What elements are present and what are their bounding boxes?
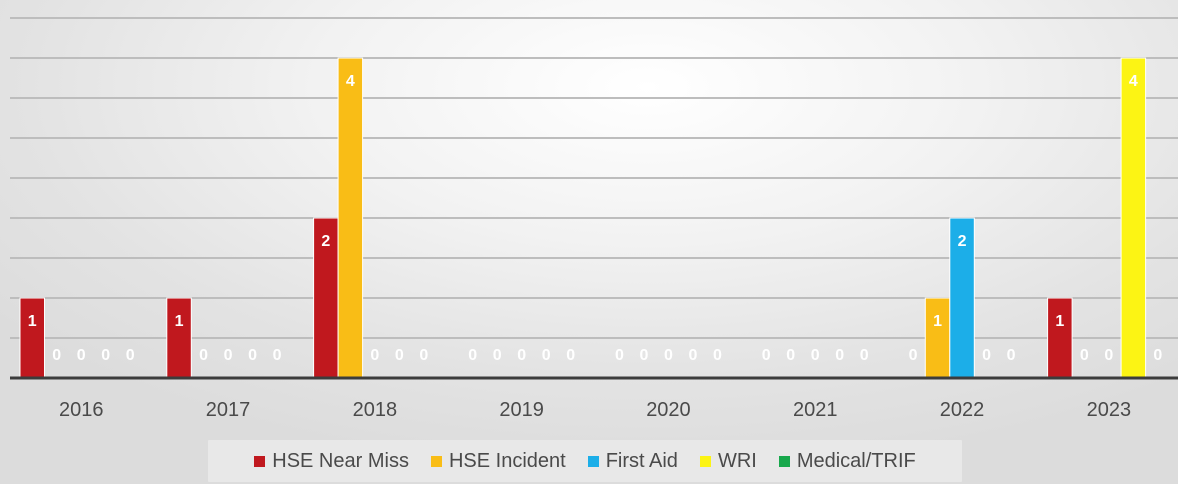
data-label: 4 <box>1129 73 1138 90</box>
data-label: 0 <box>517 347 526 364</box>
data-label: 0 <box>77 347 86 364</box>
legend-label: Medical/TRIF <box>796 449 916 472</box>
bar <box>949 217 975 379</box>
data-label: 0 <box>224 347 233 364</box>
data-label: 0 <box>909 347 918 364</box>
data-label: 0 <box>762 347 771 364</box>
x-tick-label: 2022 <box>940 399 985 421</box>
x-tick-label: 2017 <box>206 399 251 421</box>
data-label: 0 <box>395 347 404 364</box>
data-label: 0 <box>248 347 257 364</box>
data-label: 0 <box>639 347 648 364</box>
legend-label: HSE Incident <box>448 449 566 472</box>
data-label: 0 <box>1080 347 1089 364</box>
data-label: 0 <box>199 347 208 364</box>
data-label: 0 <box>468 347 477 364</box>
x-tick-label: 2021 <box>793 399 838 421</box>
data-label: 0 <box>615 347 624 364</box>
legend-item: HSE Incident <box>430 449 566 473</box>
legend-swatch <box>699 455 711 467</box>
legend-label: WRI <box>717 449 757 472</box>
bar <box>924 297 951 379</box>
bar <box>166 297 192 379</box>
legend-swatch <box>778 455 790 467</box>
data-label: 0 <box>1104 347 1113 364</box>
legend-swatch <box>254 455 266 467</box>
data-label: 1 <box>1055 313 1064 330</box>
data-label: 0 <box>542 347 551 364</box>
data-label: 0 <box>370 347 379 364</box>
data-label: 0 <box>419 347 428 364</box>
bar <box>1120 57 1147 379</box>
data-label: 0 <box>835 347 844 364</box>
legend-swatch <box>587 455 599 467</box>
data-label: 0 <box>126 347 135 364</box>
data-label: 0 <box>566 347 575 364</box>
data-label: 0 <box>664 347 673 364</box>
legend-swatch <box>430 455 442 467</box>
x-tick-label: 2016 <box>59 399 104 421</box>
bar <box>337 57 364 379</box>
gridlines <box>10 17 1178 339</box>
legend-item: Medical/TRIF <box>778 449 916 473</box>
data-label: 0 <box>811 347 820 364</box>
data-label: 0 <box>493 347 502 364</box>
legend-item: First Aid <box>587 449 678 473</box>
data-label: 0 <box>101 347 110 364</box>
data-label: 1 <box>175 313 184 330</box>
x-tick-label: 2023 <box>1087 399 1132 421</box>
data-label: 1 <box>28 313 37 330</box>
data-label: 0 <box>713 347 722 364</box>
legend-label: HSE Near Miss <box>272 449 409 472</box>
legend-item: WRI <box>699 449 757 473</box>
legend-label: First Aid <box>605 449 678 472</box>
x-tick-label: 2019 <box>499 399 544 421</box>
data-label: 0 <box>786 347 795 364</box>
data-label: 0 <box>52 347 61 364</box>
x-tick-label: 2020 <box>646 399 691 421</box>
data-label: 2 <box>958 233 967 250</box>
data-label: 1 <box>933 313 942 330</box>
data-label: 0 <box>273 347 282 364</box>
data-label: 0 <box>1007 347 1016 364</box>
data-label: 2 <box>321 233 330 250</box>
x-tick-labels: 2016 2017 2018 2019 2020 2021 2022 2023 <box>59 399 1131 421</box>
data-label: 0 <box>688 347 697 364</box>
x-tick-label: 2018 <box>353 399 398 421</box>
bars <box>19 57 1147 379</box>
data-label: 0 <box>982 347 991 364</box>
data-label: 0 <box>1153 347 1162 364</box>
data-label: 4 <box>346 73 355 90</box>
bar <box>19 297 45 379</box>
legend-item: HSE Near Miss <box>254 450 409 473</box>
legend: HSE Near Miss HSE Incident First Aid WRI Med… <box>208 440 962 482</box>
bar <box>1047 297 1073 379</box>
data-label: 0 <box>860 347 869 364</box>
